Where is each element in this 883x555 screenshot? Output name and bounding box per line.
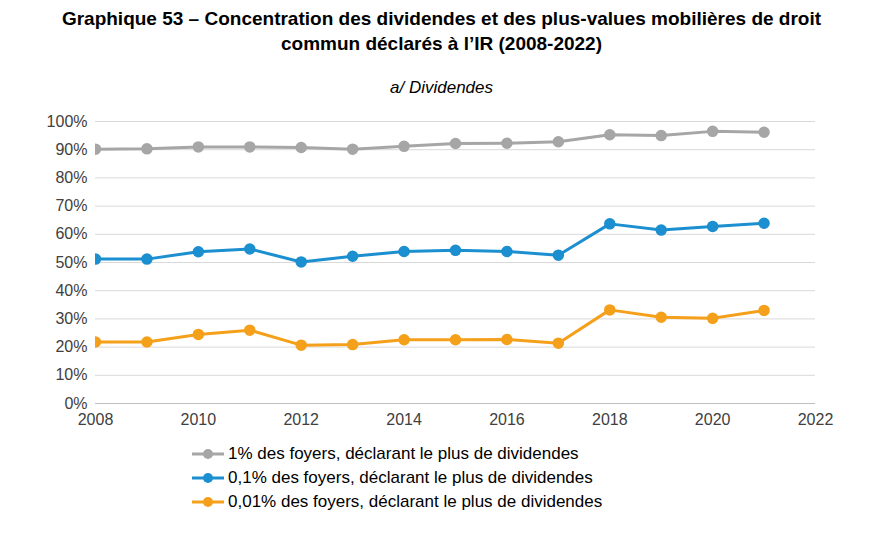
- html-text:0,1% des foyers, déclarant le: 0,1% des foyers, déclarant le plus de di…: [228, 468, 593, 487]
- svg-text:30%: 30%: [55, 310, 87, 327]
- svg-text:2016: 2016: [489, 411, 525, 428]
- svg-text:70%: 70%: [55, 197, 87, 214]
- svg-text:2018: 2018: [592, 411, 628, 428]
- svg-text:40%: 40%: [55, 282, 87, 299]
- html-text:0,01% des foyers, déclarant le: 0,01% des foyers, déclarant le plus de d…: [228, 492, 603, 511]
- svg-text:2008: 2008: [78, 411, 114, 428]
- svg-text:2020: 2020: [695, 411, 731, 428]
- svg-text:90%: 90%: [55, 141, 87, 158]
- svg-text:20%: 20%: [55, 338, 87, 355]
- svg-text:2022: 2022: [798, 411, 834, 428]
- html-text:a/ Dividendes: a/ Dividendes: [390, 78, 493, 97]
- svg-text:0%: 0%: [64, 395, 87, 412]
- html-text:1% des foyers, déclarant le pl: 1% des foyers, déclarant le plus de divi…: [228, 444, 579, 463]
- html-text:Graphique 53 – Concentration d: Graphique 53 – Concentration des dividen…: [61, 8, 822, 54]
- svg-text:2014: 2014: [386, 411, 422, 428]
- svg-text:2010: 2010: [181, 411, 217, 428]
- svg-text:100%: 100%: [47, 113, 88, 130]
- svg-text:10%: 10%: [55, 366, 87, 383]
- svg-text:80%: 80%: [55, 169, 87, 186]
- svg-text:50%: 50%: [55, 254, 87, 271]
- svg-text:60%: 60%: [55, 225, 87, 242]
- svg-text:2012: 2012: [283, 411, 319, 428]
